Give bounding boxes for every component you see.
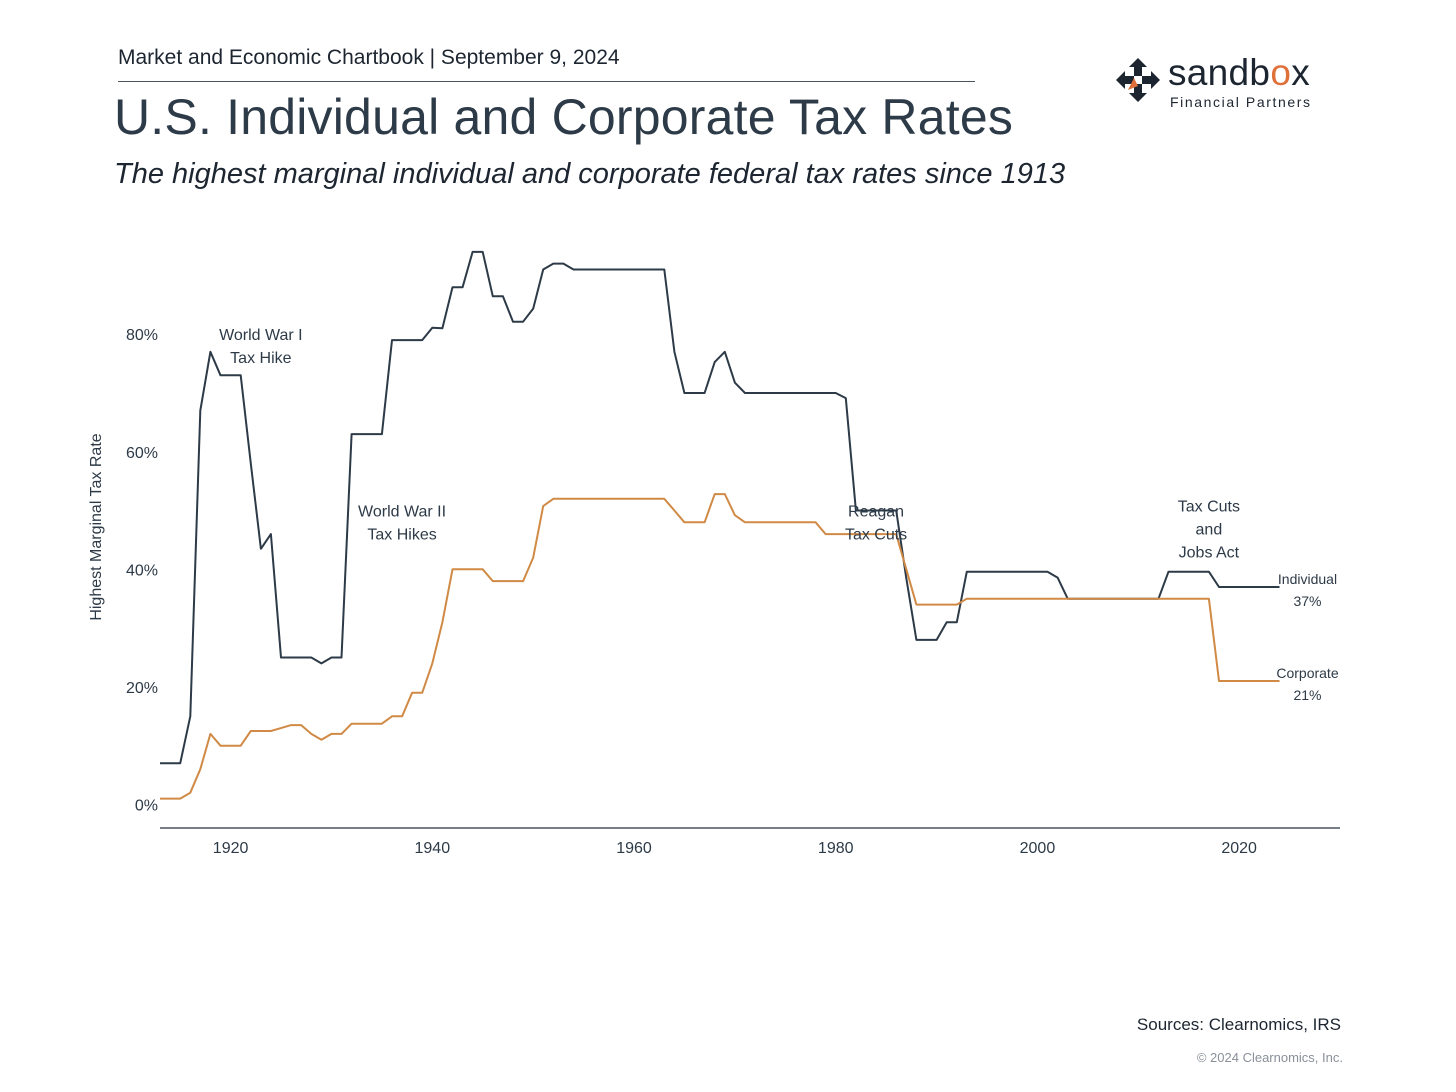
header-divider — [118, 81, 975, 82]
logo-arrows-icon — [1116, 58, 1160, 102]
chart-annotation: Tax Cuts — [845, 526, 907, 543]
page-subtitle: The highest marginal individual and corp… — [114, 158, 1066, 190]
x-tick-label: 2020 — [1221, 840, 1257, 857]
y-tick-label: 80% — [126, 327, 158, 344]
page-title: U.S. Individual and Corporate Tax Rates — [114, 89, 1014, 145]
chart-annotation: World War I — [219, 327, 303, 344]
chart-annotation: Reagan — [848, 503, 904, 520]
series-line-corporate — [160, 493, 1280, 800]
x-tick-label: 2000 — [1020, 840, 1056, 857]
series-end-value-individual: 37% — [1293, 593, 1321, 609]
chart-annotation: World War II — [358, 503, 446, 520]
chartbook-header: Market and Economic Chartbook | Septembe… — [118, 46, 620, 69]
chart-annotation: Tax Hike — [230, 350, 291, 367]
series-end-value-corporate: 21% — [1293, 687, 1321, 703]
logo-wordmark: sandbox — [1168, 52, 1311, 93]
x-tick-label: 1960 — [616, 840, 652, 857]
series-label-corporate: Corporate — [1276, 665, 1338, 681]
x-tick-label: 1980 — [818, 840, 854, 857]
y-axis-label: Highest Marginal Tax Rate — [88, 433, 105, 620]
x-tick-label: 1940 — [415, 840, 451, 857]
chart-annotation: Tax Cuts — [1178, 499, 1240, 516]
y-tick-label: 60% — [126, 445, 158, 462]
x-tick-label: 1920 — [213, 840, 249, 857]
sandbox-logo: sandbox Financial Partners — [1114, 52, 1334, 112]
series-line-individual — [160, 250, 1280, 765]
y-tick-label: 20% — [126, 680, 158, 697]
sources-note: Sources: Clearnomics, IRS — [1136, 1015, 1341, 1034]
logo-tagline: Financial Partners — [1170, 94, 1312, 110]
chart-annotation: Tax Hikes — [367, 526, 436, 543]
series-label-individual: Individual — [1278, 571, 1337, 587]
copyright-note: © 2024 Clearnomics, Inc. — [1196, 1050, 1343, 1065]
chart-annotation: and — [1196, 522, 1223, 539]
y-tick-label: 0% — [135, 797, 158, 814]
y-tick-label: 40% — [126, 562, 158, 579]
chart-annotation: Jobs Act — [1179, 545, 1240, 562]
